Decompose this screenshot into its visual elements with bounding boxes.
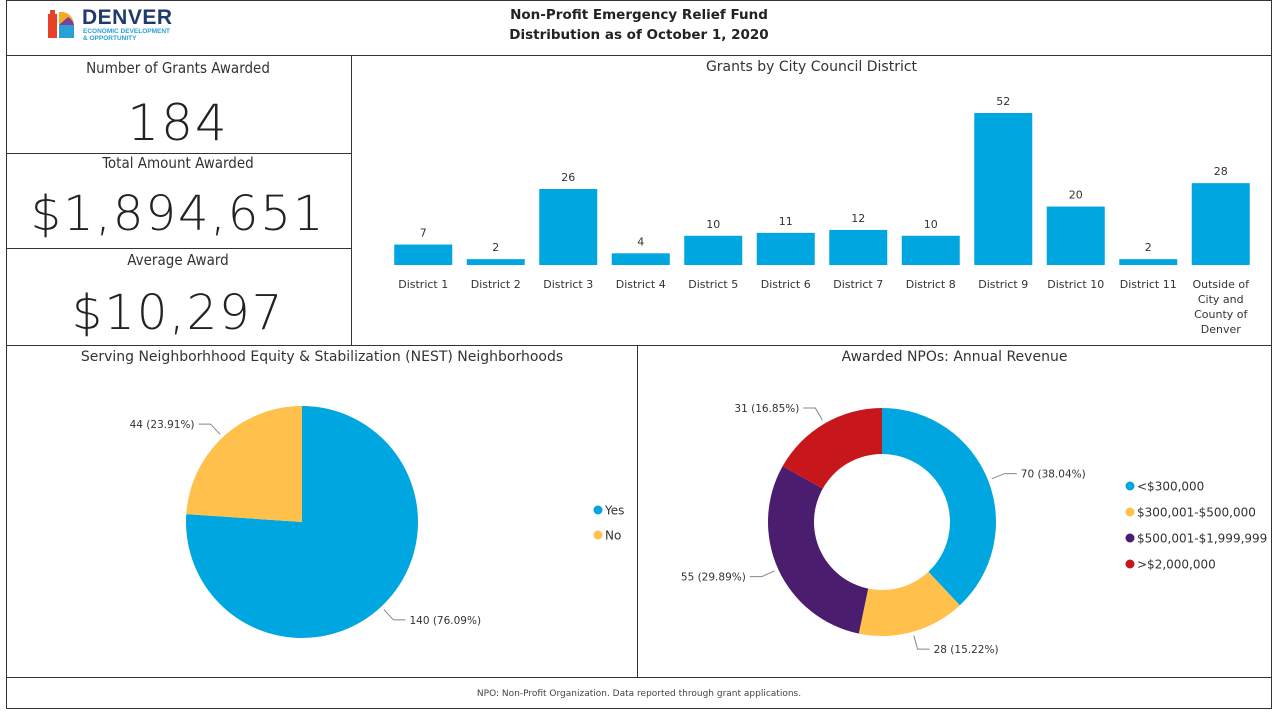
nest-leader-line-1 [383, 609, 406, 621]
bar-value-label-4: 4 [637, 235, 644, 248]
nest-chart-title: Serving Neighborhhood Equity & Stabiliza… [80, 349, 564, 365]
bar-category-label-7: District 7 [833, 278, 883, 291]
bar-7 [829, 229, 888, 265]
nest-legend-marker-2 [593, 530, 603, 540]
revenue-legend-marker-2 [1125, 507, 1135, 517]
revenue-leader-line-4 [803, 407, 823, 421]
logo-subtitle-line2: & OPPORTUNITY [83, 35, 137, 42]
denver-logo-icon [48, 10, 75, 38]
logo-subtitle: ECONOMIC DEVELOPMENT & OPPORTUNITY [83, 28, 170, 42]
revenue-legend-marker-3 [1125, 533, 1135, 543]
footer-bar [6, 677, 1272, 709]
bar-value-label-10: 20 [1069, 189, 1083, 202]
kpi-grants-box: Number of Grants Awarded 184 [6, 55, 352, 154]
bar-category-label-9: District 9 [978, 278, 1028, 291]
nest-leader-line-2 [198, 423, 221, 435]
kpi-average-box: Average Award $10,297 [6, 248, 352, 346]
bar-category-label-1: District 1 [398, 278, 448, 291]
bar-6 [756, 232, 815, 265]
revenue-slice-2 [858, 571, 960, 636]
bar-value-label-11: 2 [1145, 241, 1152, 254]
district-chart-panel: Grants by City Council District [351, 55, 1272, 346]
header-bar [6, 0, 1272, 56]
bar-12 [1191, 183, 1250, 265]
revenue-data-label-1: 70 (38.04%) [1021, 469, 1086, 481]
district-bar-chart: 7 District 1 2 District 2 26 District 3 4 Distr… [394, 95, 1250, 336]
nest-data-label-2: 44 (23.91%) [130, 419, 195, 431]
nest-legend-label-2: No [605, 529, 621, 543]
logo-name: DENVER [82, 6, 173, 29]
revenue-data-label-3: 55 (29.89%) [681, 572, 746, 584]
bar-category-label-6: District 6 [761, 278, 811, 291]
bar-8 [901, 235, 960, 265]
bar-value-label-8: 10 [924, 218, 938, 231]
kpi-average-label: Average Award [127, 251, 229, 269]
bar-value-label-12: 28 [1214, 165, 1228, 178]
bar-1 [394, 244, 453, 265]
nest-slice-2 [186, 406, 302, 522]
revenue-slice-4 [782, 408, 882, 489]
revenue-legend-label-2: $300,001-$500,000 [1137, 506, 1256, 520]
bar-3 [539, 189, 598, 265]
revenue-donut-chart: 70 (38.04%) 28 (15.22%) 55 (29.89%) 31 (16.… [681, 403, 1267, 656]
bar-value-label-5: 10 [706, 218, 720, 231]
revenue-legend-label-4: >$2,000,000 [1137, 558, 1216, 572]
revenue-legend-marker-4 [1125, 559, 1135, 569]
bar-category-label-10: District 10 [1047, 278, 1104, 291]
bar-9 [974, 113, 1033, 265]
kpi-total-label: Total Amount Awarded [102, 154, 254, 172]
revenue-chart-title: Awarded NPOs: Annual Revenue [841, 349, 1068, 365]
bar-category-label-12: Outside of City and County of Denver [1192, 278, 1250, 336]
bar-value-label-2: 2 [492, 241, 499, 254]
kpi-total-box: Total Amount Awarded $1,894,651 [6, 153, 352, 249]
bar-category-label-3: District 3 [543, 278, 593, 291]
revenue-legend-label-3: $500,001-$1,999,999 [1137, 532, 1267, 546]
revenue-leader-line-2 [913, 635, 930, 650]
revenue-data-label-4: 31 (16.85%) [734, 403, 799, 415]
revenue-slice-3 [768, 466, 869, 634]
report-title: Non-Profit Emergency Relief Fund [510, 7, 768, 23]
bar-11 [1119, 259, 1178, 265]
revenue-legend-label-1: <$300,000 [1137, 480, 1204, 494]
logo-subtitle-line1: ECONOMIC DEVELOPMENT [83, 28, 171, 35]
bar-value-label-3: 26 [561, 171, 575, 184]
revenue-slice-1 [882, 408, 996, 606]
district-chart-title: Grants by City Council District [705, 59, 918, 75]
nest-legend-marker-1 [593, 505, 603, 515]
kpi-total-value: $1,894,651 [30, 186, 326, 242]
bar-category-label-11: District 11 [1120, 278, 1177, 291]
bar-value-label-1: 7 [420, 227, 427, 240]
bar-category-label-5: District 5 [688, 278, 738, 291]
nest-data-label-1: 140 (76.09%) [409, 615, 481, 627]
bar-value-label-9: 52 [996, 95, 1010, 108]
bar-category-label-8: District 8 [906, 278, 956, 291]
bar-category-label-2: District 2 [471, 278, 521, 291]
nest-pie-chart: 140 (76.09%) 44 (23.91%) Yes No [130, 406, 624, 638]
bar-2 [466, 259, 525, 265]
kpi-average-value: $10,297 [71, 285, 285, 341]
bar-4 [611, 253, 670, 265]
revenue-legend-marker-1 [1125, 481, 1135, 491]
nest-legend-label-1: Yes [604, 504, 624, 518]
bar-category-label-4: District 4 [616, 278, 666, 291]
bar-value-label-7: 12 [851, 212, 865, 225]
bar-value-label-6: 11 [779, 215, 793, 228]
revenue-data-label-2: 28 (15.22%) [934, 644, 999, 656]
bar-10 [1046, 206, 1105, 265]
revenue-leader-line-1 [991, 473, 1017, 480]
report-subtitle: Distribution as of October 1, 2020 [509, 27, 769, 43]
kpi-grants-value: 184 [127, 94, 229, 152]
bar-5 [684, 235, 743, 265]
kpi-grants-label: Number of Grants Awarded [86, 59, 270, 77]
footer-note: NPO: Non-Profit Organization. Data repor… [476, 689, 802, 699]
revenue-leader-line-3 [749, 570, 775, 578]
